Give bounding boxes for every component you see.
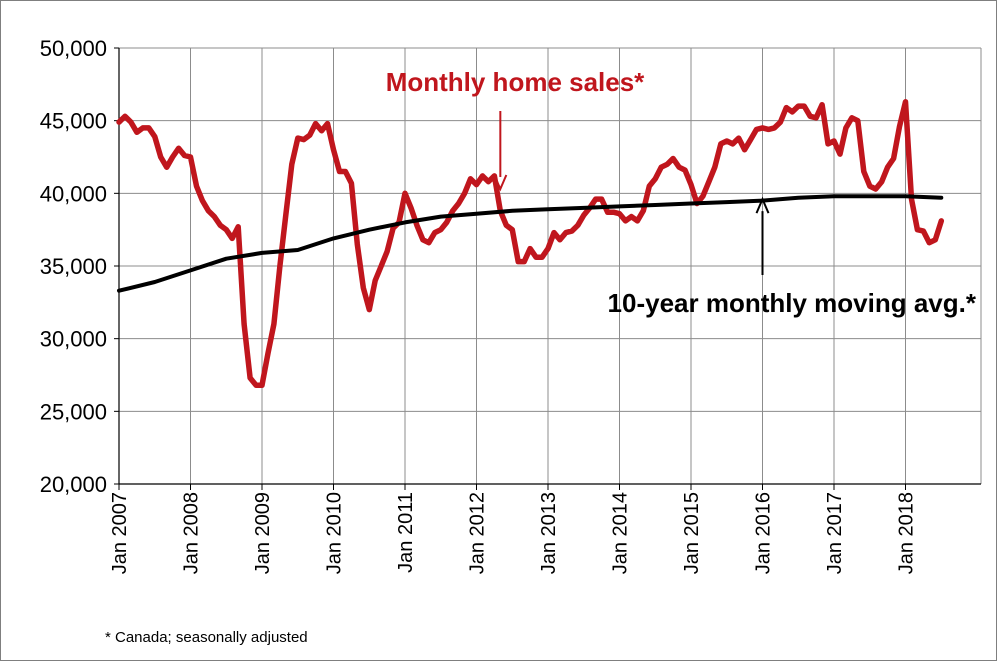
annotation-monthly-sales: Monthly home sales* xyxy=(386,67,645,97)
x-tick-label: Jan 2016 xyxy=(753,492,775,574)
x-tick-label: Jan 2007 xyxy=(109,492,131,574)
series-line-monthly-sales xyxy=(116,99,945,388)
y-tick-label: 35,000 xyxy=(40,254,107,279)
gridlines xyxy=(118,47,982,485)
annotation-moving-average: 10-year monthly moving avg.* xyxy=(608,288,977,318)
y-tick-label: 30,000 xyxy=(40,327,107,352)
y-tick-labels: 20,000 25,000 30,000 35,000 40,000 45,000 50,0… xyxy=(40,36,107,497)
y-tick-label: 45,000 xyxy=(40,109,107,134)
series-line-moving-average xyxy=(117,194,944,293)
series-lines xyxy=(116,99,945,388)
footnote: * Canada; seasonally adjusted xyxy=(105,629,308,646)
x-tick-label: Jan 2014 xyxy=(610,492,632,574)
annotation-arrow-head xyxy=(755,196,770,214)
annotations: Monthly home sales* 10-year monthly movin… xyxy=(386,67,977,318)
y-tick-label: 50,000 xyxy=(40,36,107,61)
x-tick-label: Jan 2013 xyxy=(538,492,560,574)
x-tick-label: Jan 2011 xyxy=(395,492,417,573)
x-tick-labels: Jan 2007 Jan 2008 Jan 2009 Jan 2010 Jan 2011… xyxy=(109,492,918,574)
x-tick-label: Jan 2012 xyxy=(467,492,489,574)
annotation-arrow-head xyxy=(493,174,508,192)
x-tick-label: Jan 2008 xyxy=(181,492,203,574)
y-tick-label: 20,000 xyxy=(40,472,107,497)
x-tick-label: Jan 2017 xyxy=(824,492,846,574)
x-tick-label: Jan 2010 xyxy=(324,492,346,574)
y-tick-label: 25,000 xyxy=(40,399,107,424)
x-tick-label: Jan 2018 xyxy=(896,492,918,574)
x-tick-label: Jan 2015 xyxy=(681,492,703,574)
x-tick-label: Jan 2009 xyxy=(252,492,274,574)
y-tick-label: 40,000 xyxy=(40,181,107,206)
